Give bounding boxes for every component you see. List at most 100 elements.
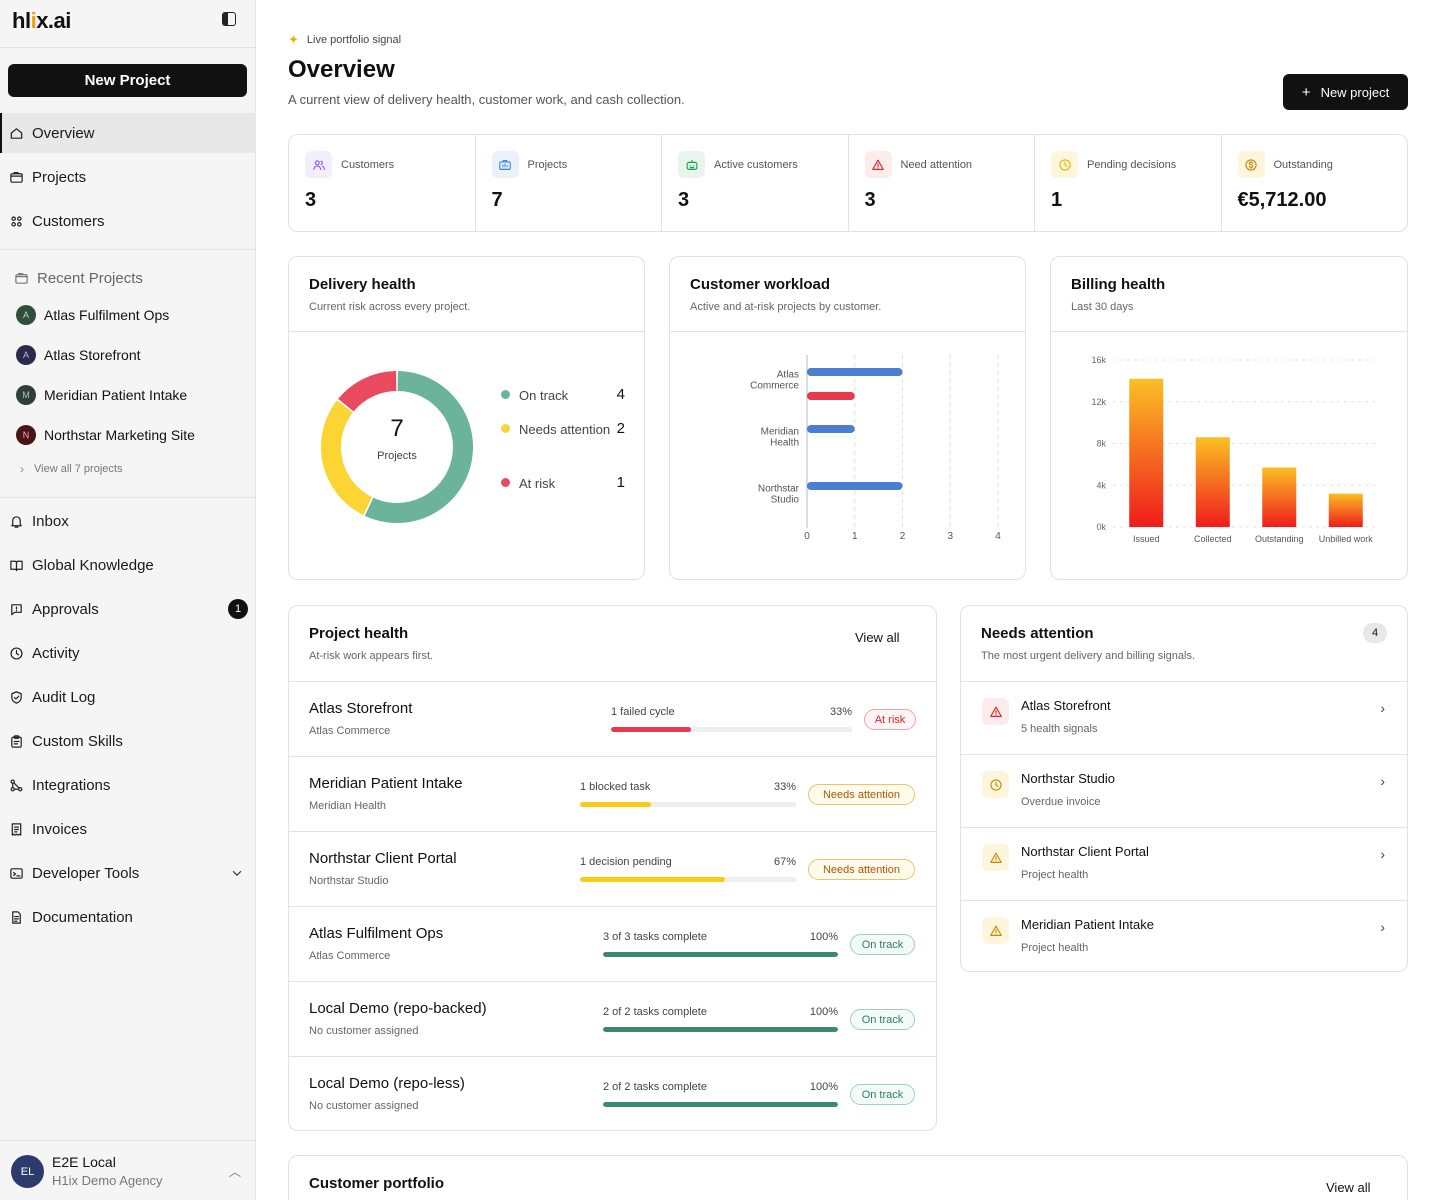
recent-project-label: Northstar Marketing Site bbox=[44, 427, 195, 443]
card-subtitle: Active and at-risk projects by customer. bbox=[690, 301, 882, 313]
card-subtitle: Last 30 days bbox=[1071, 301, 1134, 313]
recent-project-item[interactable]: N Northstar Marketing Site bbox=[16, 423, 195, 447]
sidebar-item-customers[interactable]: Customers bbox=[0, 201, 256, 241]
legend-item: On track 4 bbox=[501, 386, 625, 406]
recent-project-label: Atlas Fulfilment Ops bbox=[44, 307, 170, 323]
sidebar-toggle-icon[interactable] bbox=[222, 12, 236, 26]
alert-triangle-icon bbox=[982, 917, 1009, 944]
sidebar-item-label: Activity bbox=[32, 644, 80, 662]
sidebar-item-custom-skills[interactable]: Custom Skills bbox=[0, 721, 256, 761]
plus-icon: + bbox=[1301, 83, 1311, 101]
clipboard-icon bbox=[8, 733, 24, 749]
progress-percent: 33% bbox=[829, 706, 852, 718]
attention-item[interactable]: Meridian Patient Intake Project health › bbox=[961, 900, 1407, 971]
sidebar-item-developer-tools[interactable]: Developer Tools bbox=[0, 853, 256, 893]
recent-project-item[interactable]: A Atlas Fulfilment Ops bbox=[16, 303, 169, 327]
status-badge: At risk bbox=[864, 709, 916, 730]
progress-bar bbox=[611, 727, 852, 732]
integrations-icon bbox=[10, 779, 22, 791]
chevron-right-icon[interactable]: › bbox=[1380, 700, 1385, 716]
logo[interactable]: hlix.ai bbox=[12, 8, 71, 34]
chevron-right-icon[interactable]: › bbox=[1380, 846, 1385, 862]
sidebar-item-approvals[interactable]: Approvals 1 bbox=[0, 589, 256, 629]
x-tick-label: Unbilled work bbox=[1319, 534, 1374, 544]
project-health-row[interactable]: Northstar Client Portal Northstar Studio 1… bbox=[289, 831, 936, 906]
stats-bar: Customers 3 Projects 7 Active customers 3 Need… bbox=[288, 134, 1408, 232]
view-all-button[interactable]: View all bbox=[1326, 1180, 1371, 1195]
recent-project-item[interactable]: M Meridian Patient Intake bbox=[16, 383, 187, 407]
sidebar-item-overview[interactable]: Overview bbox=[0, 113, 256, 153]
x-tick-label: 2 bbox=[900, 531, 906, 542]
project-health-row[interactable]: Meridian Patient Intake Meridian Health 1 … bbox=[289, 756, 936, 831]
eyebrow-text: Live portfolio signal bbox=[306, 34, 402, 46]
billing-bar-unbilled-work bbox=[1328, 493, 1363, 527]
sidebar-item-label: Integrations bbox=[32, 776, 111, 794]
progress-bar bbox=[603, 1102, 838, 1107]
chat-icon bbox=[10, 603, 22, 615]
sidebar-item-label: Global Knowledge bbox=[32, 556, 154, 574]
sidebar-item-audit-log[interactable]: Audit Log bbox=[0, 677, 256, 717]
donut-center-value: 7 bbox=[390, 415, 404, 442]
avatar: EL bbox=[11, 1155, 44, 1188]
terminal-icon bbox=[9, 867, 23, 879]
attention-item[interactable]: Northstar Client Portal Project health › bbox=[961, 827, 1407, 900]
attention-item[interactable]: Northstar Studio Overdue invoice › bbox=[961, 754, 1407, 827]
recent-projects-label: Recent Projects bbox=[37, 270, 143, 287]
integrations-icon bbox=[8, 777, 24, 793]
progress-label: 3 of 3 tasks complete bbox=[603, 931, 707, 943]
user-menu[interactable]: EL E2E Local H1ix Demo Agency ︿ bbox=[0, 1140, 256, 1200]
stat-outstanding: Outstanding €5,712.00 bbox=[1222, 135, 1408, 231]
chevron-down-icon[interactable] bbox=[230, 866, 244, 880]
customer-portfolio-card: Customer portfolio View all bbox=[288, 1155, 1408, 1200]
progress-label: 2 of 2 tasks complete bbox=[603, 1081, 707, 1093]
billing-bar-issued bbox=[1129, 378, 1164, 527]
y-tick-label: 8k bbox=[1096, 439, 1106, 449]
book-icon bbox=[8, 557, 24, 573]
project-name: Atlas Fulfilment Ops bbox=[309, 925, 444, 942]
users-icon bbox=[8, 213, 24, 229]
project-client: No customer assigned bbox=[309, 1100, 419, 1112]
attention-title: Meridian Patient Intake bbox=[1021, 917, 1154, 932]
legend-item: At risk 1 bbox=[501, 474, 625, 494]
new-project-button[interactable]: New Project bbox=[8, 64, 247, 97]
project-health-row[interactable]: Atlas Fulfilment Ops Atlas Commerce 3 of 3… bbox=[289, 906, 936, 981]
view-all-button[interactable]: View all bbox=[855, 630, 900, 645]
recent-project-label: Atlas Storefront bbox=[44, 347, 141, 363]
attention-title: Atlas Storefront bbox=[1021, 698, 1111, 713]
project-avatar: A bbox=[16, 345, 36, 365]
project-name: Local Demo (repo-backed) bbox=[309, 1000, 487, 1017]
chevron-right-icon[interactable]: › bbox=[1380, 919, 1385, 935]
sidebar-item-inbox[interactable]: Inbox bbox=[0, 501, 256, 541]
sidebar-item-global-knowledge[interactable]: Global Knowledge bbox=[0, 545, 256, 585]
y-tick-label: Atlas bbox=[777, 370, 799, 381]
new-project-button-main[interactable]: + New project bbox=[1283, 74, 1408, 110]
chevron-right-icon[interactable]: › bbox=[1380, 773, 1385, 789]
count-badge: 4 bbox=[1363, 623, 1387, 643]
progress-percent: 100% bbox=[809, 1081, 838, 1093]
progress-percent: 33% bbox=[773, 781, 796, 793]
sidebar-item-documentation[interactable]: Documentation bbox=[0, 897, 256, 937]
invoice-icon bbox=[8, 821, 24, 837]
project-health-card: Project health At-risk work appears firs… bbox=[288, 605, 937, 1131]
stat-value: 1 bbox=[1051, 189, 1063, 211]
view-all-projects-link[interactable]: › View all 7 projects bbox=[20, 462, 122, 476]
clock-icon bbox=[8, 645, 24, 661]
clock-icon bbox=[989, 778, 1002, 791]
donut-slice-at-risk bbox=[338, 371, 397, 412]
divider bbox=[0, 47, 256, 48]
project-health-row[interactable]: Local Demo (repo-backed) No customer assi… bbox=[289, 981, 936, 1056]
sidebar-item-integrations[interactable]: Integrations bbox=[0, 765, 256, 805]
project-health-row[interactable]: Local Demo (repo-less) No customer assign… bbox=[289, 1056, 936, 1130]
attention-item[interactable]: Atlas Storefront 5 health signals › bbox=[961, 681, 1407, 754]
project-client: Northstar Studio bbox=[309, 875, 389, 887]
recent-project-item[interactable]: A Atlas Storefront bbox=[16, 343, 141, 367]
project-name: Meridian Patient Intake bbox=[309, 775, 463, 792]
sidebar-item-projects[interactable]: Projects bbox=[0, 157, 256, 197]
billing-bar-outstanding bbox=[1262, 467, 1297, 527]
sidebar-item-activity[interactable]: Activity bbox=[0, 633, 256, 673]
project-health-row[interactable]: Atlas Storefront Atlas Commerce 1 failed c… bbox=[289, 681, 936, 756]
eyebrow: ✦ Live portfolio signal bbox=[288, 32, 401, 48]
sidebar-item-invoices[interactable]: Invoices bbox=[0, 809, 256, 849]
progress-percent: 100% bbox=[809, 931, 838, 943]
doc-icon bbox=[8, 909, 24, 925]
